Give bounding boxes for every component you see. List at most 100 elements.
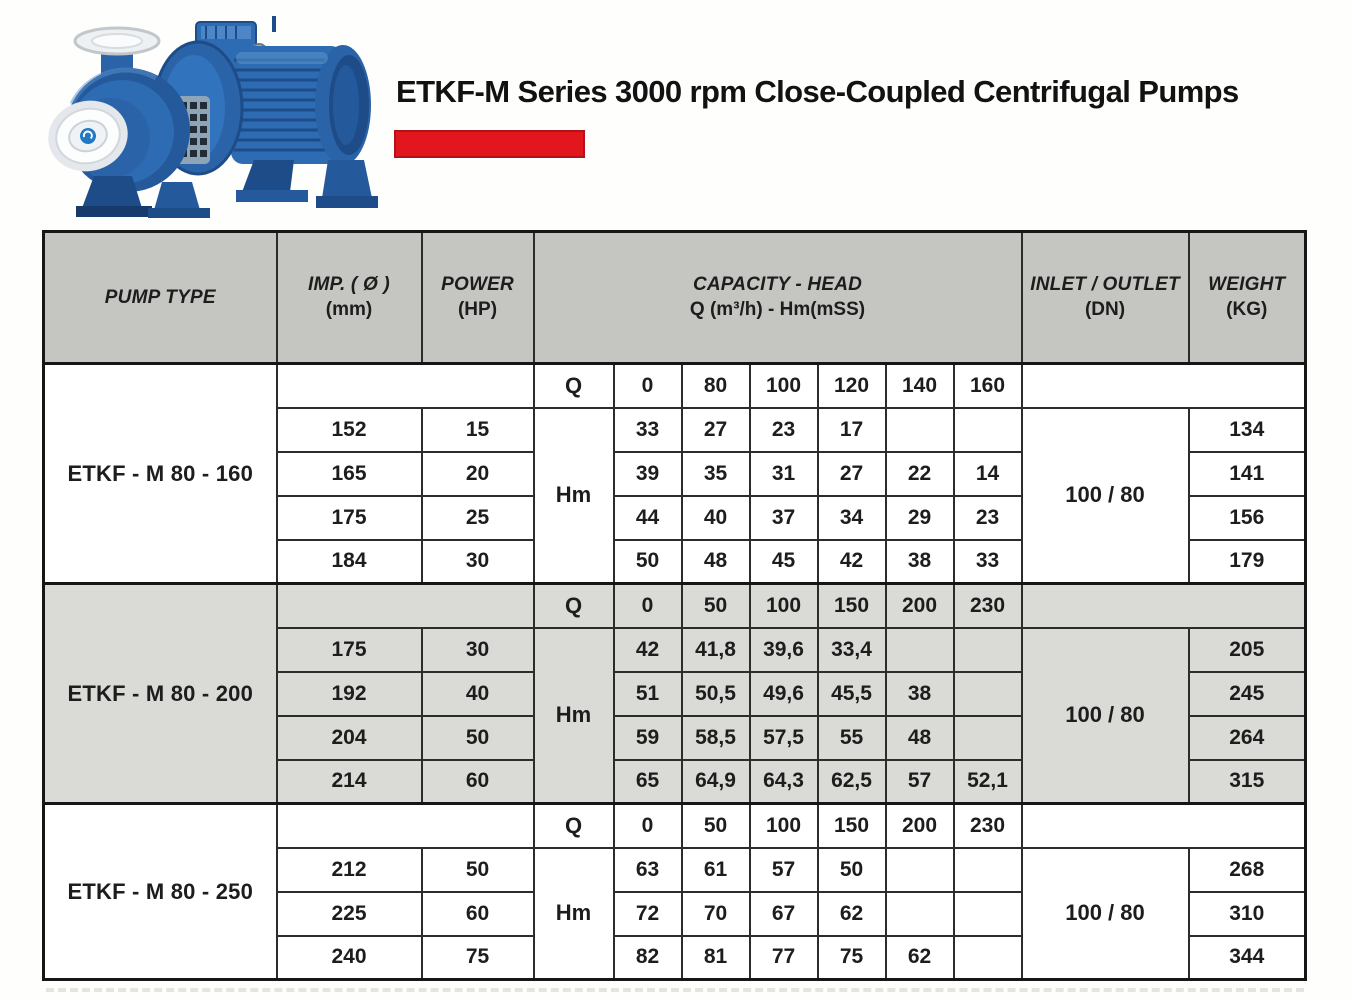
weight-cell: 268 (1187, 846, 1307, 893)
hm-value-cell: 14 (952, 450, 1023, 497)
hm-value-cell (952, 626, 1023, 673)
hm-label-cell: Hm (532, 846, 615, 981)
hm-value-cell: 22 (884, 450, 955, 497)
header-unit: (mm) (325, 299, 373, 320)
weight-cell: 205 (1187, 626, 1307, 673)
col-header-power: POWER (HP) (420, 230, 535, 365)
pump-spec-table: PUMP TYPE IMP. ( Ø ) (mm) POWER (HP) CAP… (42, 230, 1307, 981)
col-header-impeller: IMP. ( Ø ) (mm) (275, 230, 423, 365)
hm-value-cell: 57 (748, 846, 819, 893)
hm-value-cell: 50,5 (680, 670, 751, 717)
data-row: 240 75 82 81 77 75 62 344 (44, 934, 1307, 981)
inlet-outlet-cell: 100 / 80 (1020, 846, 1190, 981)
q-header-row: ETKF - M 80 - 200 Q 0 50 100 150 200 230 (42, 582, 1307, 805)
imp-cell: 192 (275, 670, 423, 717)
q-label-cell: Q (532, 802, 615, 849)
power-cell: 50 (420, 714, 535, 761)
weight-cell: 134 (1187, 406, 1307, 453)
spacer-cell (1020, 582, 1307, 629)
q-header-cell: 140 (884, 362, 955, 409)
hm-value-cell: 37 (748, 494, 819, 541)
imp-cell: 184 (275, 538, 423, 585)
hm-value-cell: 64,3 (748, 758, 819, 805)
header-unit: (HP) (457, 299, 498, 320)
imp-cell: 225 (275, 890, 423, 937)
data-row: 214 60 65 64,9 64,3 62,5 57 52,1 315 (44, 758, 1307, 805)
power-cell: 60 (420, 758, 535, 805)
hm-value-cell: 33 (612, 406, 683, 453)
hm-value-cell: 41,8 (680, 626, 751, 673)
q-header-cell: 150 (816, 802, 887, 849)
header-label: IMP. ( Ø ) (308, 274, 390, 295)
imp-cell: 175 (275, 494, 423, 541)
hm-value-cell: 59 (612, 714, 683, 761)
hm-value-cell: 51 (612, 670, 683, 717)
hm-value-cell: 31 (748, 450, 819, 497)
hm-label-cell: Hm (532, 406, 615, 585)
hm-value-cell: 45 (748, 538, 819, 585)
power-cell: 40 (420, 670, 535, 717)
hm-value-cell (884, 626, 955, 673)
page-title: ETKF-M Series 3000 rpm Close-Coupled Cen… (396, 74, 1239, 109)
q-header-cell: 0 (612, 362, 683, 409)
q-label-cell: Q (532, 582, 615, 629)
hm-value-cell: 81 (680, 934, 751, 981)
hm-value-cell: 77 (748, 934, 819, 981)
hm-value-cell: 39 (612, 450, 683, 497)
data-row: 184 30 50 48 45 42 38 33 179 (44, 538, 1307, 585)
imp-cell: 204 (275, 714, 423, 761)
q-header-cell: 120 (816, 362, 887, 409)
table-header-row: PUMP TYPE IMP. ( Ø ) (mm) POWER (HP) CAP… (42, 230, 1307, 365)
data-row: 204 50 59 58,5 57,5 55 48 264 (44, 714, 1307, 761)
header-label: INLET / OUTLET (1030, 274, 1180, 295)
weight-cell: 179 (1187, 538, 1307, 585)
q-header-cell: 80 (680, 362, 751, 409)
imp-cell: 175 (275, 626, 423, 673)
data-row: 152 15 Hm 33 27 23 17 100 / 80 134 (44, 406, 1307, 585)
data-row: 212 50 Hm 63 61 57 50 100 / 80 268 (44, 846, 1307, 981)
q-header-cell: 100 (748, 582, 819, 629)
hm-value-cell (952, 670, 1023, 717)
spacer-cell (275, 582, 535, 629)
weight-cell: 344 (1187, 934, 1307, 981)
hm-value-cell (884, 890, 955, 937)
hm-value-cell: 75 (816, 934, 887, 981)
hm-value-cell (952, 846, 1023, 893)
header-label: CAPACITY - HEAD (692, 274, 863, 295)
hm-value-cell: 64,9 (680, 758, 751, 805)
pump-type-cell: ETKF - M 80 - 160 (42, 362, 278, 585)
hm-value-cell: 49,6 (748, 670, 819, 717)
hm-label-cell: Hm (532, 626, 615, 805)
power-cell: 60 (420, 890, 535, 937)
power-cell: 75 (420, 934, 535, 981)
hm-value-cell: 40 (680, 494, 751, 541)
imp-cell: 152 (275, 406, 423, 453)
q-header-cell: 150 (816, 582, 887, 629)
header-unit: (KG) (1226, 299, 1268, 320)
power-cell: 25 (420, 494, 535, 541)
q-header-cell: 230 (952, 582, 1023, 629)
hm-value-cell (952, 406, 1023, 453)
hm-value-cell: 62,5 (816, 758, 887, 805)
power-cell: 30 (420, 626, 535, 673)
spacer-cell (275, 802, 535, 849)
hm-value-cell: 70 (680, 890, 751, 937)
q-header-cell: 230 (952, 802, 1023, 849)
weight-cell: 310 (1187, 890, 1307, 937)
hm-value-cell: 65 (612, 758, 683, 805)
hm-value-cell: 39,6 (748, 626, 819, 673)
col-header-inlet-outlet: INLET / OUTLET (DN) (1020, 230, 1190, 365)
hm-value-cell: 27 (816, 450, 887, 497)
weight-cell: 315 (1187, 758, 1307, 805)
imp-cell: 214 (275, 758, 423, 805)
header-unit: (DN) (1084, 299, 1126, 320)
q-label-cell: Q (532, 362, 615, 409)
hm-value-cell: 63 (612, 846, 683, 893)
hm-value-cell: 57 (884, 758, 955, 805)
hm-value-cell: 33,4 (816, 626, 887, 673)
data-row: 192 40 51 50,5 49,6 45,5 38 245 (44, 670, 1307, 717)
hm-value-cell: 50 (612, 538, 683, 585)
weight-cell: 156 (1187, 494, 1307, 541)
red-accent-bar (394, 130, 585, 158)
